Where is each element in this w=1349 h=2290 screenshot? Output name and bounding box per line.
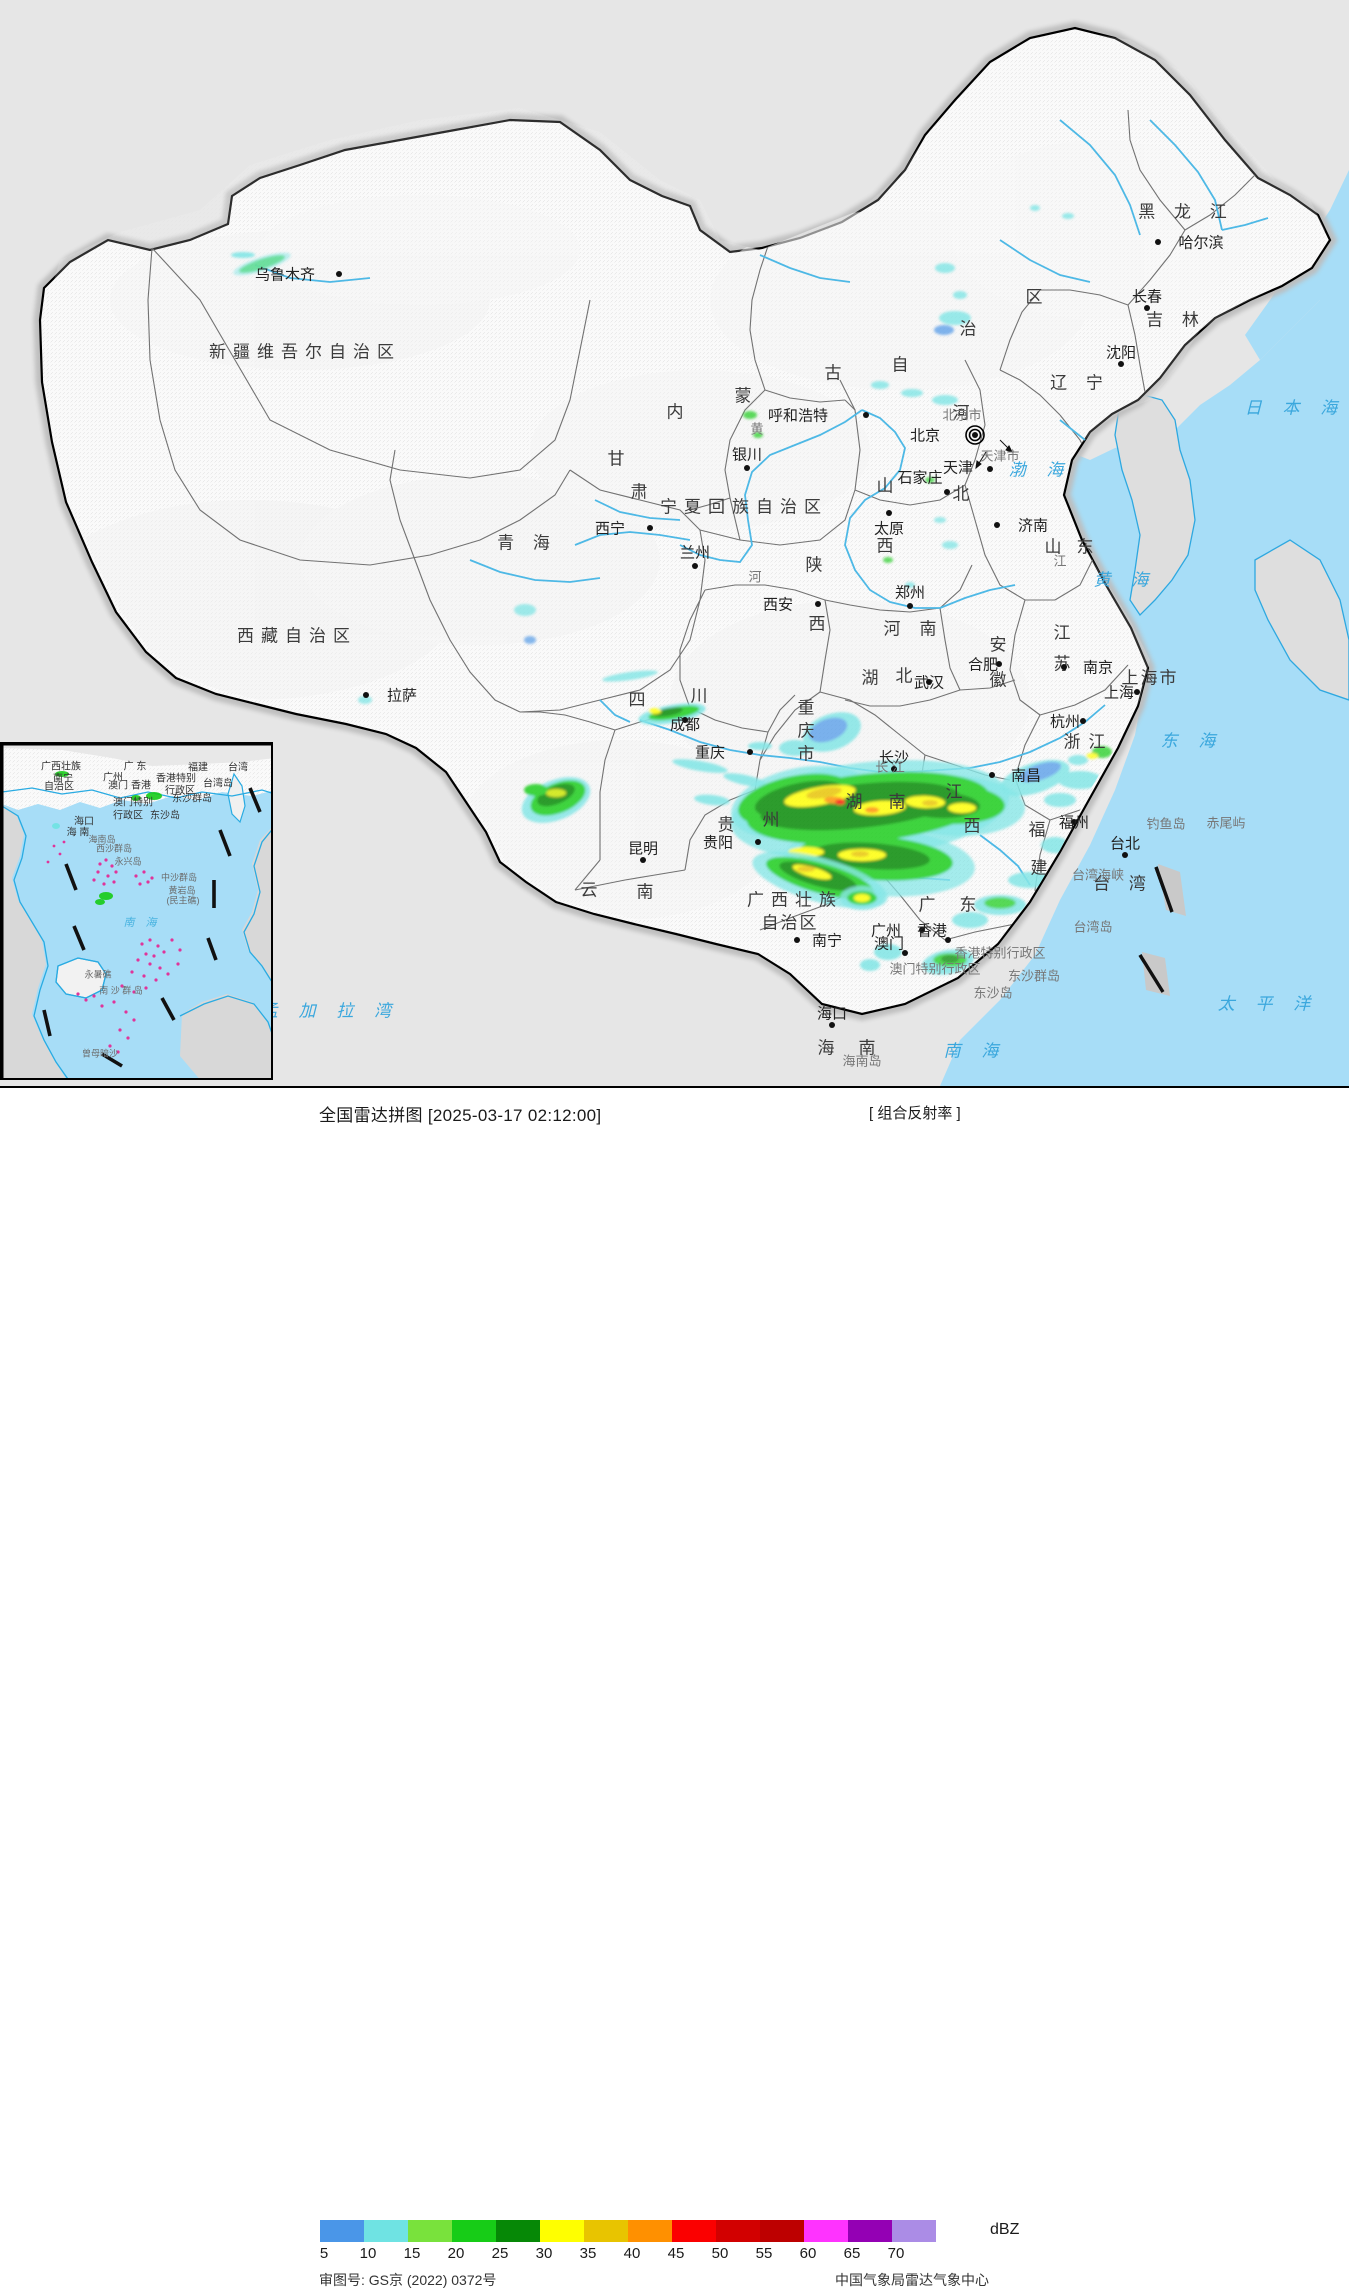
- boundary-dash-shadows: [1142, 864, 1186, 996]
- dbz-tick-60: 60: [799, 2245, 817, 2262]
- city-marker-1[interactable]: [363, 692, 369, 698]
- city-marker-15[interactable]: [1134, 689, 1140, 695]
- city-marker-8[interactable]: [944, 489, 950, 495]
- city-marker-17[interactable]: [926, 679, 932, 685]
- dbz-tick-20: 20: [447, 2245, 465, 2262]
- colorbar-swatch-30[interactable]: [540, 2220, 584, 2242]
- city-marker-2[interactable]: [647, 525, 653, 531]
- dbz-unit-label: dBZ: [990, 2221, 1020, 2238]
- dbz-tick-15: 15: [403, 2245, 421, 2262]
- city-marker-4[interactable]: [744, 465, 750, 471]
- city-marker-13[interactable]: [996, 661, 1002, 667]
- city-marker-16[interactable]: [1080, 718, 1086, 724]
- colorbar-swatch-35[interactable]: [584, 2220, 628, 2242]
- colorbar-swatch-50[interactable]: [716, 2220, 760, 2242]
- dbz-tick-70: 70: [887, 2245, 905, 2262]
- city-marker-9[interactable]: [886, 510, 892, 516]
- dbz-tick-25: 25: [491, 2245, 509, 2262]
- dbz-tick-row: 5 10 15 20 25 30 35 40 45 50 55 60 65 70: [0, 2245, 1349, 2265]
- dbz-tick-50: 50: [711, 2245, 729, 2262]
- leader-lines: [975, 439, 1013, 470]
- city-marker-6[interactable]: [972, 432, 978, 438]
- legend-panel: 全国雷达拼图 [2025-03-17 02:12:00] [ 组合反射率 ] d…: [0, 1086, 1349, 2288]
- neighbor-countries: [1114, 393, 1349, 701]
- dbz-tick-55: 55: [755, 2245, 773, 2262]
- south-china-sea-inset[interactable]: 广西壮族 自治区广 东南宁 广州 台湾 福建 香港特别 行政区 澳门特别 行政区 澳门 香港 台湾岛东…: [0, 742, 273, 1080]
- dbz-tick-30: 30: [535, 2245, 553, 2262]
- city-marker-26[interactable]: [919, 927, 925, 933]
- colorbar-swatch-60[interactable]: [804, 2220, 848, 2242]
- city-marker-12[interactable]: [907, 603, 913, 609]
- city-marker-33[interactable]: [902, 950, 908, 956]
- city-marker-32[interactable]: [945, 937, 951, 943]
- dbz-tick-65: 65: [843, 2245, 861, 2262]
- city-marker-23[interactable]: [755, 839, 761, 845]
- colorbar-swatch-20[interactable]: [452, 2220, 496, 2242]
- city-marker-27[interactable]: [829, 1022, 835, 1028]
- city-marker-31[interactable]: [1118, 361, 1124, 367]
- city-marker-29[interactable]: [1155, 239, 1161, 245]
- city-marker-11[interactable]: [815, 601, 821, 607]
- colorbar-swatch-5[interactable]: [320, 2220, 364, 2242]
- colorbar-swatch-10[interactable]: [364, 2220, 408, 2242]
- city-marker-24[interactable]: [640, 857, 646, 863]
- map-approval-number: 审图号: GS京 (2022) 0372号: [319, 2272, 497, 2288]
- dbz-tick-45: 45: [667, 2245, 685, 2262]
- colorbar-swatch-55[interactable]: [760, 2220, 804, 2242]
- city-marker-28[interactable]: [1122, 852, 1128, 858]
- colorbar-swatch-25[interactable]: [496, 2220, 540, 2242]
- dbz-colorbar[interactable]: [320, 2220, 936, 2242]
- inset-map: [2, 744, 271, 1078]
- colorbar-swatch-70[interactable]: [892, 2220, 936, 2242]
- dbz-tick-5: 5: [319, 2245, 329, 2262]
- dbz-tick-40: 40: [623, 2245, 641, 2262]
- china-radar-map: [0, 0, 1349, 1086]
- colorbar-swatch-65[interactable]: [848, 2220, 892, 2242]
- city-marker-3[interactable]: [692, 563, 698, 569]
- colorbar-swatch-40[interactable]: [628, 2220, 672, 2242]
- legend-title: 全国雷达拼图 [2025-03-17 02:12:00]: [319, 1106, 602, 1125]
- city-marker-18[interactable]: [891, 766, 897, 772]
- city-marker-25[interactable]: [794, 937, 800, 943]
- city-marker-20[interactable]: [1071, 819, 1077, 825]
- issuing-agency: 中国气象局雷达气象中心: [835, 2272, 989, 2288]
- colorbar-swatch-15[interactable]: [408, 2220, 452, 2242]
- city-marker-22[interactable]: [747, 749, 753, 755]
- city-marker-30[interactable]: [1144, 305, 1150, 311]
- city-marker-21[interactable]: [682, 717, 688, 723]
- city-marker-19[interactable]: [989, 772, 995, 778]
- city-marker-5[interactable]: [863, 412, 869, 418]
- legend-product-mode: [ 组合反射率 ]: [869, 1105, 961, 1122]
- city-marker-10[interactable]: [994, 522, 1000, 528]
- colorbar-swatch-45[interactable]: [672, 2220, 716, 2242]
- city-marker-7[interactable]: [987, 466, 993, 472]
- city-marker-14[interactable]: [1061, 664, 1067, 670]
- dbz-tick-35: 35: [579, 2245, 597, 2262]
- dbz-tick-10: 10: [359, 2245, 377, 2262]
- city-marker-0[interactable]: [336, 271, 342, 277]
